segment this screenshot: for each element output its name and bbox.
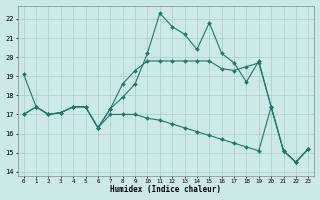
- X-axis label: Humidex (Indice chaleur): Humidex (Indice chaleur): [110, 185, 221, 194]
